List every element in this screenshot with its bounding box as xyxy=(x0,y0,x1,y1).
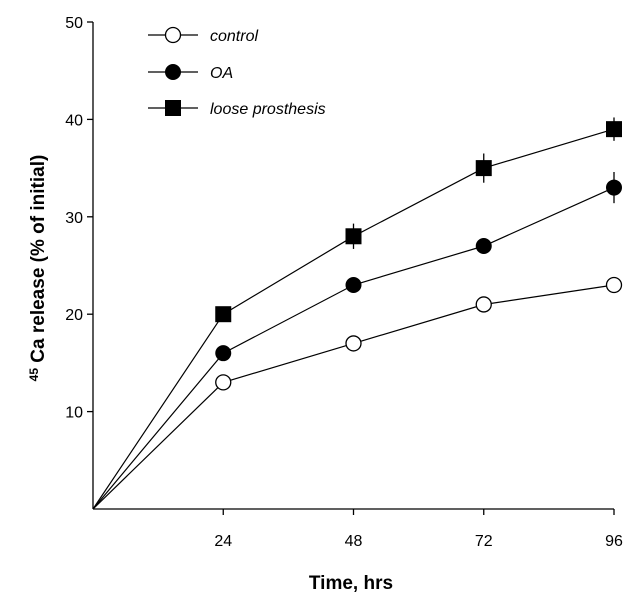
data-point xyxy=(606,179,622,196)
x-tick-label: 96 xyxy=(605,533,623,550)
x-tick-label: 48 xyxy=(345,533,363,550)
data-point xyxy=(215,374,232,391)
data-point xyxy=(605,276,623,294)
data-point xyxy=(345,276,362,293)
data-point xyxy=(345,228,362,245)
x-tick-label: 72 xyxy=(475,533,493,550)
legend-marker xyxy=(165,100,181,116)
y-tick-label: 40 xyxy=(65,112,83,129)
data-points xyxy=(215,121,623,391)
data-point xyxy=(475,238,492,255)
y-tick-label: 30 xyxy=(65,210,83,227)
legend-label: loose prosthesis xyxy=(210,101,326,118)
data-point xyxy=(345,335,362,352)
y-tick-label: 20 xyxy=(65,307,83,324)
legend-marker xyxy=(164,26,182,44)
x-tick-label: 24 xyxy=(214,533,232,550)
legend: control OA loose prosthesis xyxy=(148,26,326,118)
series-line-loose-prosthesis xyxy=(92,128,615,510)
legend-label: OA xyxy=(210,65,233,82)
y-axis-title: 45 Ca release (% of initial) xyxy=(27,155,49,382)
data-point xyxy=(475,160,492,177)
data-point xyxy=(475,296,492,313)
data-point xyxy=(606,121,622,138)
y-axis-title-text: Ca release (% of initial) xyxy=(28,155,49,368)
series-line-control xyxy=(92,284,615,510)
legend-marker xyxy=(165,64,181,80)
legend-label: control xyxy=(210,28,258,45)
axes xyxy=(92,22,614,510)
data-point xyxy=(215,345,232,362)
error-bars xyxy=(352,117,615,313)
data-point xyxy=(215,306,232,323)
y-tick-label: 10 xyxy=(65,405,83,422)
ticks: 24 48 72 96 10 20 30 40 50 xyxy=(65,15,623,550)
y-axis-title-superscript: 45 xyxy=(27,368,41,382)
series-lines xyxy=(92,128,615,510)
x-axis-title: Time, hrs xyxy=(309,573,393,594)
y-tick-label: 50 xyxy=(65,15,83,32)
